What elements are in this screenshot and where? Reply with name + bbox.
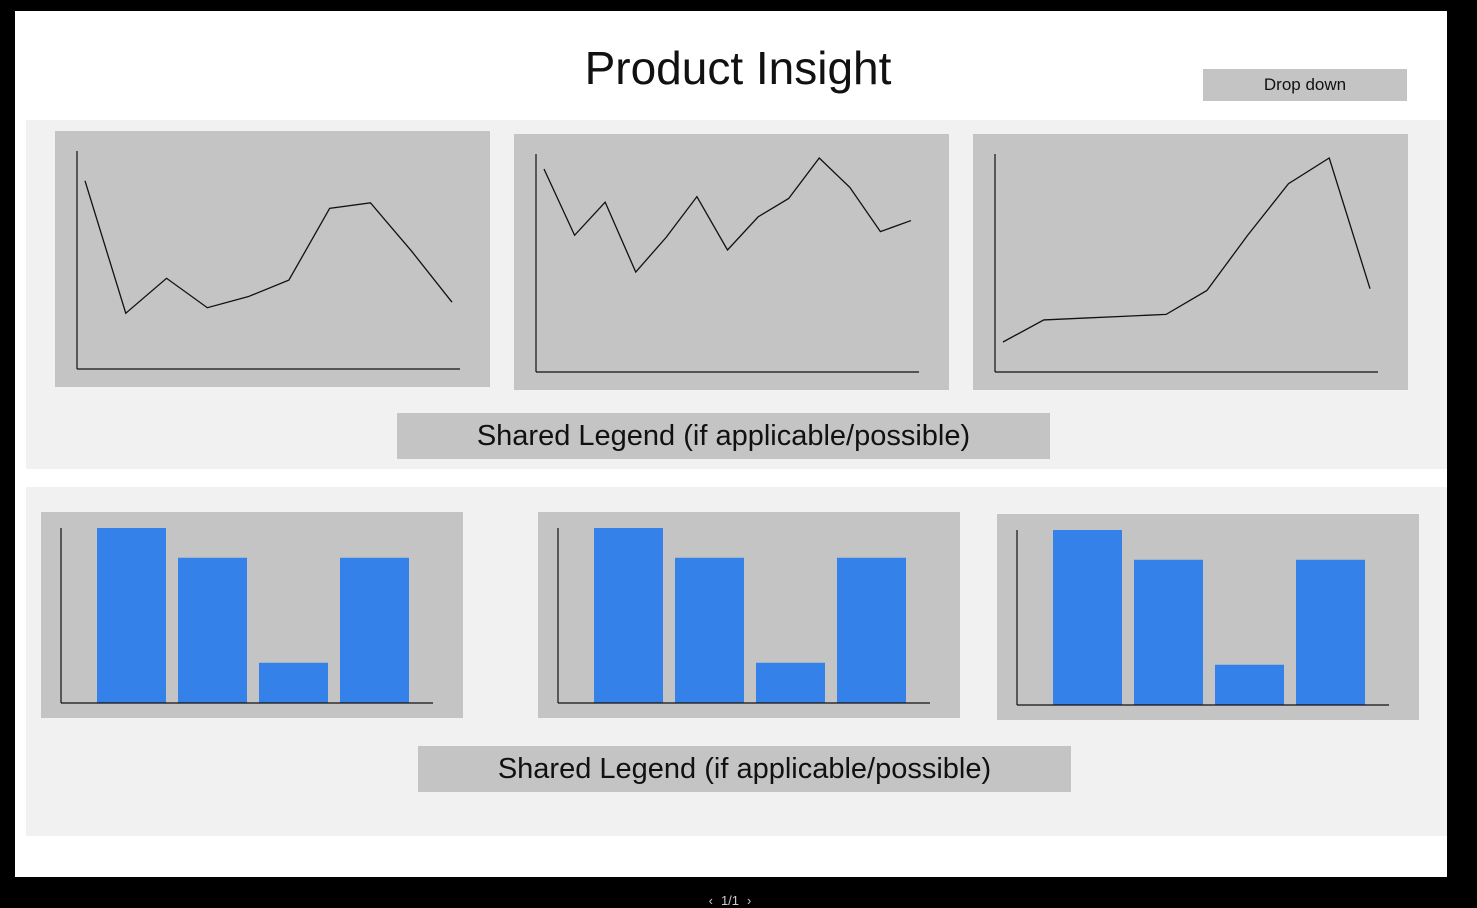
line-chart-3 [973,134,1408,390]
bar-chart-svg [557,528,930,704]
bar [340,557,409,703]
line-chart-svg [76,151,460,370]
page-indicator: 1/1 [720,892,740,908]
bar [1134,559,1203,705]
line-charts-section: Shared Legend (if applicable/possible) [26,120,1447,469]
bar [594,528,663,703]
series-line [84,180,453,315]
shared-legend-lines: Shared Legend (if applicable/possible) [397,413,1050,459]
pager: ‹ 1/1 › [690,892,770,908]
series-line [543,157,912,274]
shared-legend-bars: Shared Legend (if applicable/possible) [418,746,1071,792]
dropdown-button[interactable]: Drop down [1203,69,1407,101]
bar-chart-1 [41,512,463,718]
line-chart-2 [514,134,949,390]
chevron-left-icon[interactable]: ‹ [708,892,713,908]
bar [259,662,328,703]
line-chart-svg [535,154,919,373]
chevron-right-icon[interactable]: › [747,892,752,908]
page-title: Product Insight [584,42,892,94]
slide: Product Insight Drop down Shared Legend … [15,11,1447,877]
series-line [1002,156,1371,343]
bar-chart-svg [1016,530,1389,706]
bar [675,557,744,703]
bar-chart-2 [538,512,960,718]
bar [178,557,247,703]
bar [837,557,906,703]
bar-chart-svg [60,528,433,704]
line-chart-1 [55,131,490,387]
bar [1296,559,1365,705]
bar [756,662,825,703]
line-chart-svg [994,154,1378,373]
bar [97,528,166,703]
bar-charts-section: Shared Legend (if applicable/possible) [26,487,1447,836]
bar-chart-3 [997,514,1419,720]
bar [1053,530,1122,705]
bar [1215,664,1284,705]
